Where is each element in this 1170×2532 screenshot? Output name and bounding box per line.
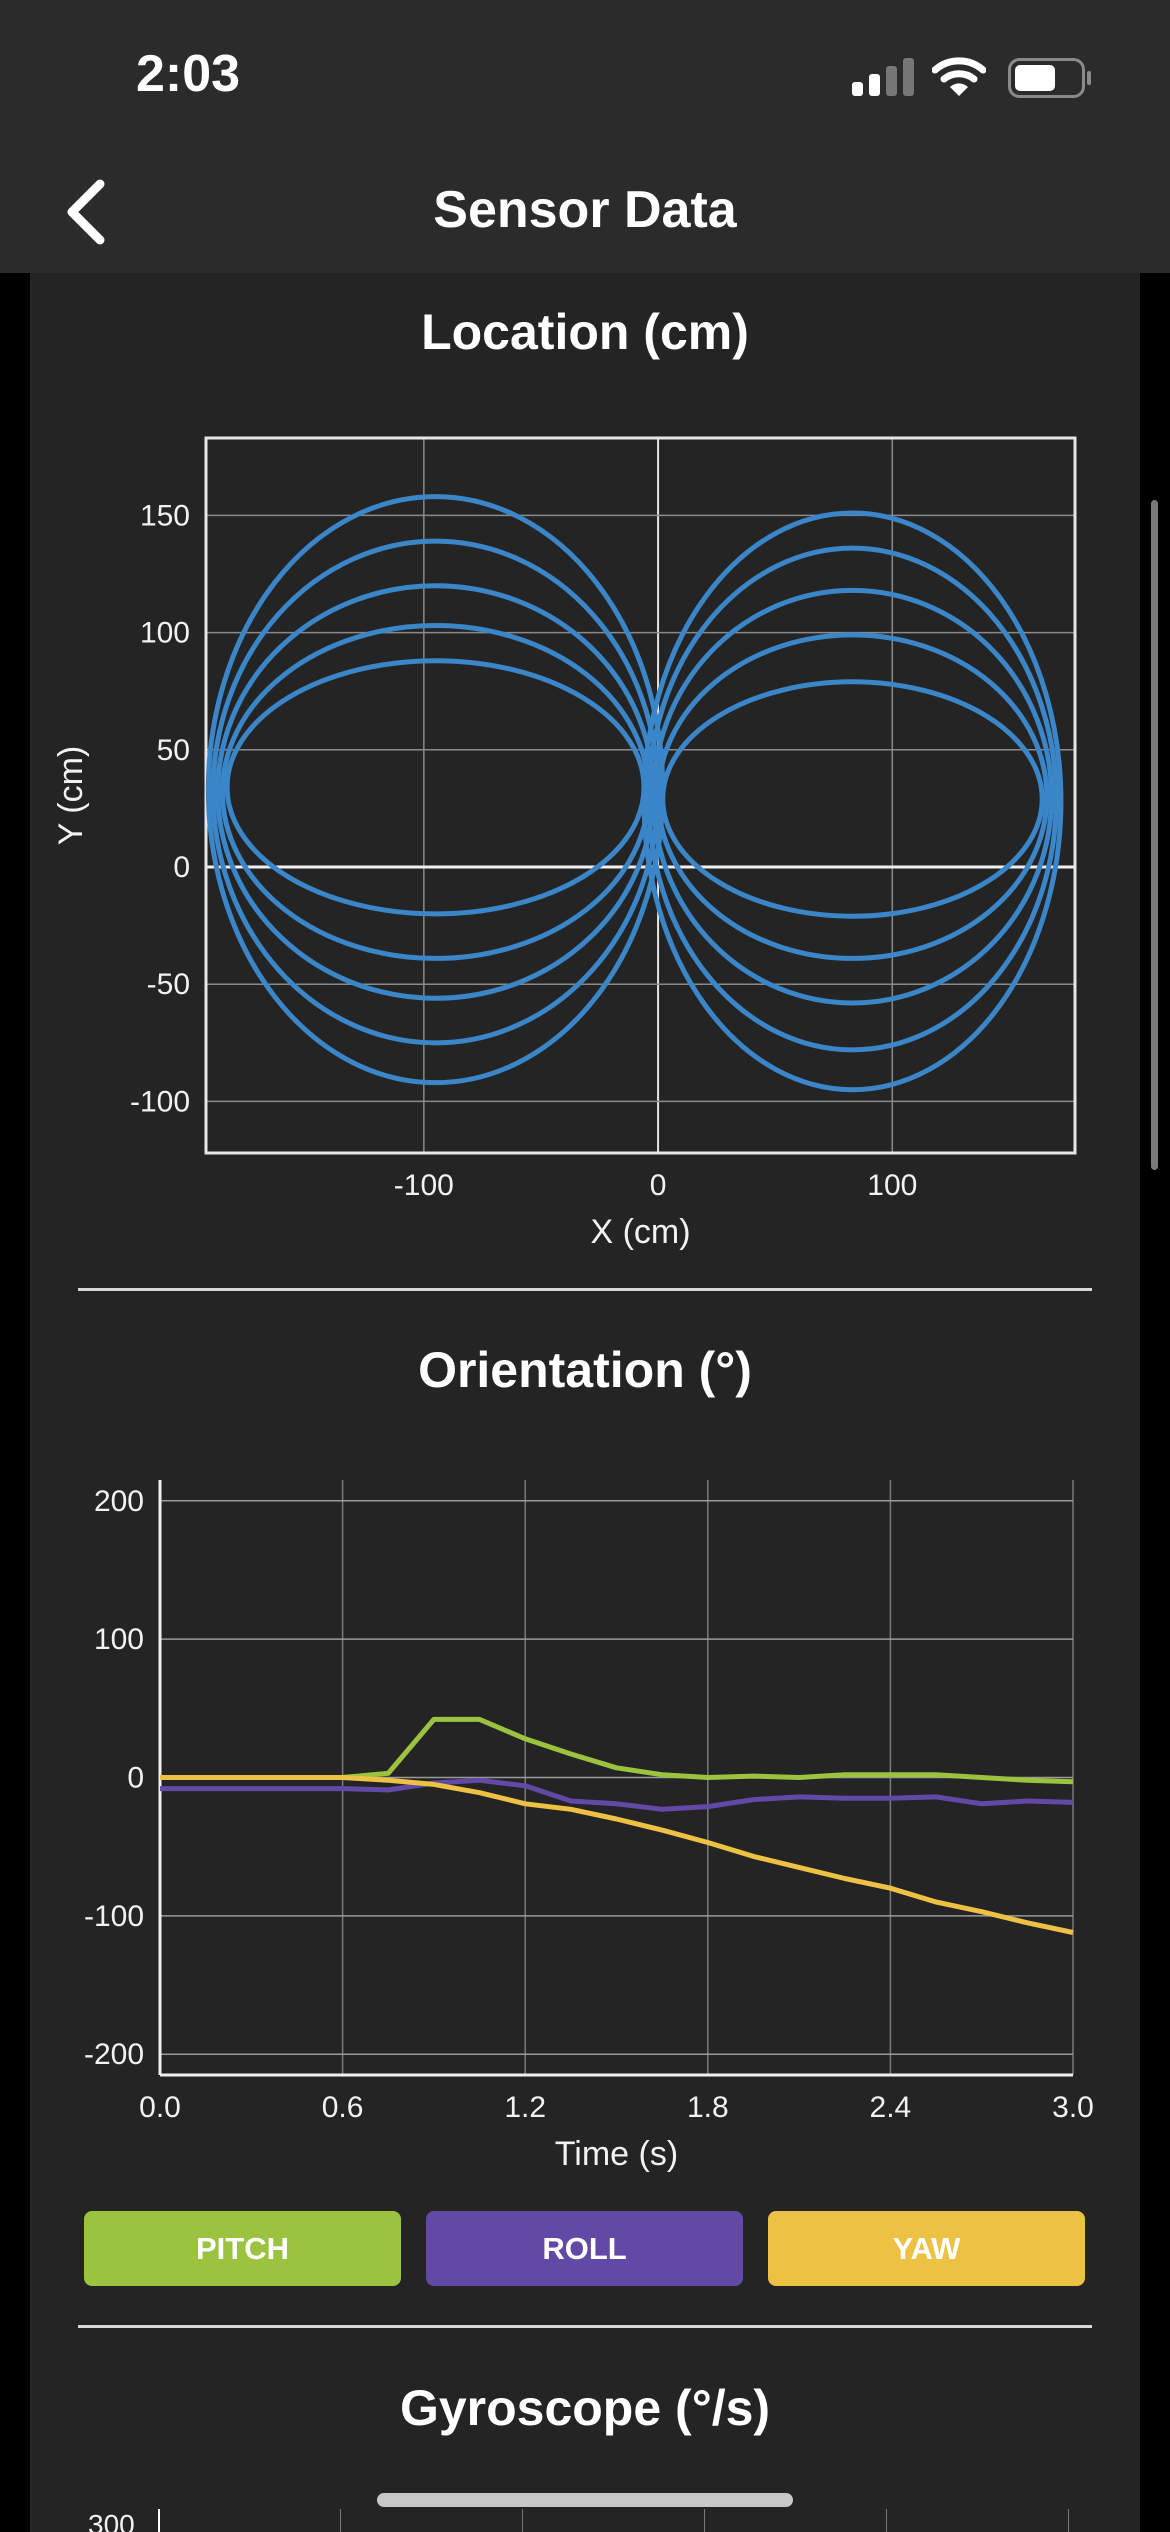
home-indicator[interactable] xyxy=(377,2493,793,2507)
orientation-chart: 200 100 0 -100 -200 0.0 0.6 1.2 1.8 2.4 3.0 Time (s… xyxy=(84,1480,1094,2173)
chevron-left-icon[interactable] xyxy=(52,172,122,252)
location-title: Location (cm) xyxy=(421,304,749,360)
orientation-title: Orientation (°) xyxy=(418,1342,752,1398)
gyro-grid-line xyxy=(886,2509,887,2532)
x-tick-label: 100 xyxy=(867,1169,917,1202)
gyro-tick-label: 300 xyxy=(88,2509,135,2532)
nav-bar: Sensor Data xyxy=(0,150,1170,273)
y-tick-label: -50 xyxy=(147,968,190,1001)
location-trace xyxy=(650,587,1055,1006)
x-tick-label: 1.2 xyxy=(504,2091,546,2124)
x-tick-label: -100 xyxy=(394,1169,454,1202)
y-axis-label: Y (cm) xyxy=(52,746,90,845)
section-divider xyxy=(78,2325,1092,2328)
y-tick-label: 50 xyxy=(157,734,190,767)
gyro-axis-line xyxy=(158,2509,160,2532)
battery-icon xyxy=(1008,58,1091,98)
pitch-legend-button[interactable]: PITCH xyxy=(84,2211,401,2286)
location-trace xyxy=(641,510,1064,1093)
gyro-grid-line xyxy=(1068,2509,1069,2532)
sensor-content[interactable]: Location (cm) 150 100 50 0 -50 -100 -100 0 100 X … xyxy=(30,273,1140,2532)
y-tick-label: 0 xyxy=(127,1762,144,1795)
y-tick-label: 200 xyxy=(94,1485,144,1518)
x-tick-label: 3.0 xyxy=(1052,2091,1094,2124)
x-axis-label: X (cm) xyxy=(590,1213,690,1251)
gyro-grid-line xyxy=(340,2509,341,2532)
y-tick-label: 150 xyxy=(140,499,190,532)
signal-icon xyxy=(852,58,914,96)
section-divider xyxy=(78,1288,1092,1291)
yaw-line xyxy=(160,1775,1074,1935)
location-chart: 150 100 50 0 -50 -100 -100 0 100 X (cm) Y (cm) xyxy=(52,436,1077,1251)
y-tick-label: 100 xyxy=(140,617,190,650)
page-title: Sensor Data xyxy=(433,181,737,239)
location-trace xyxy=(660,679,1045,919)
y-tick-label: -100 xyxy=(130,1085,190,1118)
status-time: 2:03 xyxy=(136,45,241,103)
x-tick-label: 1.8 xyxy=(687,2091,729,2124)
gyroscope-title: Gyroscope (°/s) xyxy=(399,2380,771,2436)
y-tick-label: 0 xyxy=(173,851,190,884)
roll-line xyxy=(160,1777,1074,1812)
x-tick-label: 2.4 xyxy=(870,2091,912,2124)
location-trace xyxy=(646,545,1059,1053)
gyro-grid-line xyxy=(704,2509,705,2532)
pitch-line xyxy=(160,1716,1074,1785)
x-tick-label: 0.0 xyxy=(139,2091,181,2124)
wifi-icon xyxy=(932,57,986,96)
y-tick-label: -200 xyxy=(84,2038,144,2071)
scrollbar[interactable] xyxy=(1151,500,1158,1170)
status-bar: 2:03 xyxy=(0,0,1170,150)
roll-legend-button[interactable]: ROLL xyxy=(426,2211,743,2286)
y-tick-label: -100 xyxy=(84,1900,144,1933)
y-tick-label: 100 xyxy=(94,1623,144,1656)
plot-area xyxy=(206,438,1075,1153)
x-tick-label: 0.6 xyxy=(322,2091,364,2124)
x-axis-label: Time (s) xyxy=(555,2135,678,2173)
gyro-grid-line xyxy=(522,2509,523,2532)
location-trace xyxy=(655,632,1050,961)
yaw-legend-button[interactable]: YAW xyxy=(768,2211,1085,2286)
x-tick-label: 0 xyxy=(650,1169,667,1202)
